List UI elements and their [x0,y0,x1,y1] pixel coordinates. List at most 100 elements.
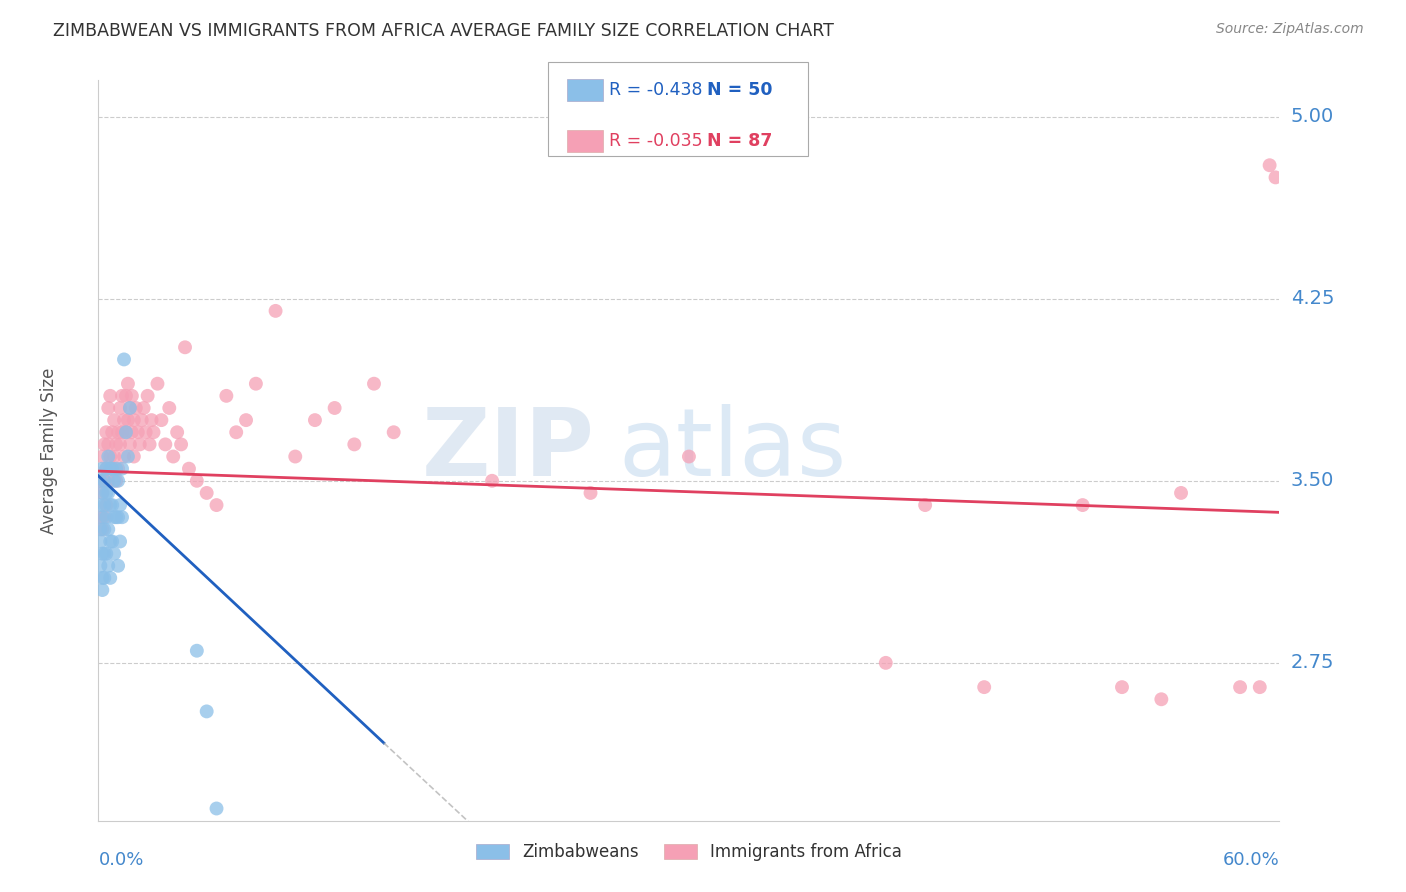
Point [105,437,128,451]
Point [91,571,114,585]
Point [108,534,131,549]
Point [1150,692,1173,706]
Point [131,413,153,427]
Point [96,547,118,561]
Point [97,437,120,451]
Point [162,450,184,464]
Point [98,450,121,464]
Point [97,450,120,464]
Point [112,352,135,367]
Text: R = -0.035: R = -0.035 [609,132,703,150]
Point [132,401,155,415]
Text: ZIMBABWEAN VS IMMIGRANTS FROM AFRICA AVERAGE FAMILY SIZE CORRELATION CHART: ZIMBABWEAN VS IMMIGRANTS FROM AFRICA AVE… [53,22,834,40]
Point [146,376,169,391]
Point [89,474,111,488]
Point [138,437,160,451]
Text: Average Family Size: Average Family Size [39,368,58,533]
Point [101,425,124,440]
Point [111,461,134,475]
Point [91,486,114,500]
Point [101,461,124,475]
Point [118,401,141,415]
Point [1264,170,1286,185]
Point [103,474,125,488]
Point [125,401,148,415]
Point [97,486,120,500]
Point [174,340,197,354]
Point [91,582,114,597]
Point [96,461,118,475]
Point [108,437,131,451]
Point [93,547,115,561]
Point [107,558,129,573]
Point [973,680,995,694]
Point [115,389,138,403]
Point [141,413,163,427]
Point [98,571,121,585]
Point [108,498,131,512]
Point [323,401,346,415]
Point [678,450,700,464]
Point [93,522,115,536]
Point [1111,680,1133,694]
Point [91,450,114,464]
Point [112,450,135,464]
Point [117,450,139,464]
Point [284,450,307,464]
Point [93,437,115,451]
Point [264,304,287,318]
Point [135,425,157,440]
Text: 4.25: 4.25 [1291,289,1334,309]
Point [1170,486,1192,500]
Point [107,461,129,475]
Point [96,425,118,440]
Text: 2.75: 2.75 [1291,653,1334,673]
Point [96,510,118,524]
Point [89,498,111,512]
Point [96,461,118,475]
Point [115,425,138,440]
Point [121,389,143,403]
Point [343,437,366,451]
Point [166,425,188,440]
Point [225,425,247,440]
Point [875,656,897,670]
Point [136,389,159,403]
Point [382,425,405,440]
Point [89,522,111,536]
Point [96,486,118,500]
Point [93,474,115,488]
Point [89,474,111,488]
Point [1258,158,1281,172]
Point [481,474,503,488]
Point [117,376,139,391]
Point [107,474,129,488]
Point [1071,498,1094,512]
Point [122,413,145,427]
Point [142,425,165,440]
Point [98,498,121,512]
Point [103,510,125,524]
Point [101,534,124,549]
Point [105,474,128,488]
Point [186,474,208,488]
Point [91,522,114,536]
Text: N = 87: N = 87 [707,132,772,150]
Text: Source: ZipAtlas.com: Source: ZipAtlas.com [1216,22,1364,37]
Point [1229,680,1251,694]
Text: 0.0%: 0.0% [98,851,143,869]
Point [111,425,134,440]
Point [91,486,114,500]
Point [97,474,120,488]
Point [93,498,115,512]
Point [108,401,131,415]
Point [91,461,114,475]
Point [121,425,143,440]
Point [91,547,114,561]
Point [150,413,173,427]
Point [118,437,141,451]
Point [118,401,141,415]
Point [128,437,150,451]
Point [235,413,257,427]
Point [363,376,385,391]
